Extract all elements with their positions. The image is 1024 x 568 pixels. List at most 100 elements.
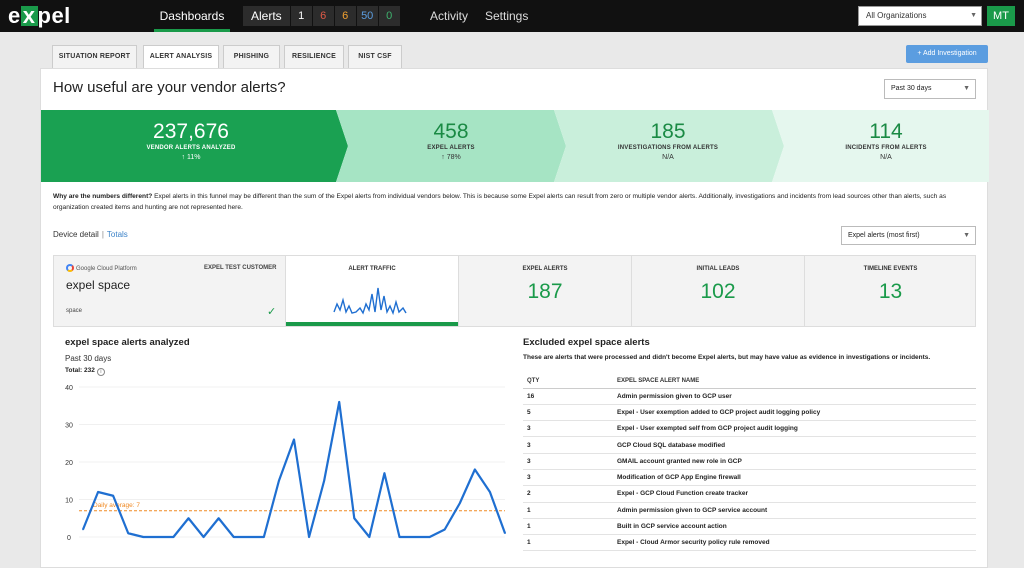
- tab-nist-csf[interactable]: NIST CSF: [348, 45, 402, 68]
- organization-select[interactable]: All Organizations ▼: [858, 6, 982, 26]
- tab-alert-analysis[interactable]: ALERT ANALYSIS: [143, 45, 219, 69]
- alert-funnel: 237,676 VENDOR ALERTS ANALYZED ↑ 11% 458…: [41, 110, 989, 182]
- alert-count-high[interactable]: 6: [312, 6, 335, 26]
- data-point[interactable]: [247, 536, 250, 538]
- initial-leads-stat: INITIAL LEADS 102: [631, 256, 804, 326]
- active-indicator: [286, 322, 458, 326]
- avatar[interactable]: MT: [987, 6, 1015, 26]
- tab-situation-report[interactable]: SITUATION REPORT: [52, 45, 137, 68]
- data-point[interactable]: [142, 536, 145, 538]
- check-icon: ✓: [267, 306, 277, 318]
- totals-link[interactable]: Totals: [106, 230, 128, 239]
- data-point[interactable]: [232, 536, 235, 538]
- table-row[interactable]: 3 Expel - User exempted self from GCP pro…: [523, 420, 976, 438]
- data-point[interactable]: [458, 502, 461, 505]
- table-row[interactable]: 1 Built in GCP service account action: [523, 518, 976, 536]
- table-row[interactable]: 1 Expel - Cloud Armor security policy rul…: [523, 534, 976, 552]
- funnel-expel-alerts[interactable]: 458 EXPEL ALERTS ↑ 78%: [361, 110, 541, 182]
- sort-select[interactable]: Expel alerts (most first) ▼: [841, 226, 976, 245]
- table-row[interactable]: 5 Expel - User exemption added to GCP pro…: [523, 404, 976, 422]
- data-point[interactable]: [504, 532, 506, 535]
- data-point[interactable]: [172, 536, 175, 538]
- table-row[interactable]: 16 Admin permission given to GCP user: [523, 388, 976, 405]
- chevron-down-icon: ▼: [970, 12, 977, 19]
- top-nav: expel Dashboards Alerts 1 6 6 50 0 Activ…: [0, 0, 1024, 32]
- data-point[interactable]: [112, 494, 114, 497]
- time-range-select[interactable]: Past 30 days ▼: [884, 79, 976, 99]
- data-point[interactable]: [202, 536, 205, 538]
- alert-count-low[interactable]: 50: [356, 6, 379, 26]
- row-alert-name: Expel - User exemption added to GCP proj…: [617, 404, 976, 422]
- data-point[interactable]: [82, 528, 84, 531]
- funnel-change: ↑ 11%: [181, 154, 201, 161]
- funnel-incidents[interactable]: 114 INCIDENTS FROM ALERTS N/A: [796, 110, 976, 182]
- y-tick-label: 20: [65, 460, 73, 467]
- device-card[interactable]: Google Cloud Platform EXPEL TEST CUSTOME…: [53, 255, 976, 327]
- row-qty: 3: [523, 453, 617, 470]
- data-point[interactable]: [353, 517, 356, 520]
- device-detail-link[interactable]: Device detail: [53, 230, 99, 239]
- column-alert-name[interactable]: EXPEL SPACE ALERT NAME: [617, 374, 976, 389]
- nav-dashboards[interactable]: Dashboards: [159, 9, 225, 23]
- data-point[interactable]: [428, 536, 431, 538]
- data-point[interactable]: [278, 479, 280, 482]
- tab-phishing[interactable]: PHISHING: [223, 45, 280, 68]
- nav-activity[interactable]: Activity: [430, 9, 469, 23]
- data-point[interactable]: [443, 528, 446, 531]
- data-point[interactable]: [338, 401, 341, 403]
- data-point[interactable]: [293, 438, 295, 441]
- table-row[interactable]: 3 GMAIL account granted new role in GCP: [523, 453, 976, 470]
- funnel-investigations[interactable]: 185 INVESTIGATIONS FROM ALERTS N/A: [578, 110, 758, 182]
- row-qty: 1: [523, 502, 617, 519]
- alert-traffic-label: ALERT TRAFFIC: [348, 266, 396, 272]
- chevron-down-icon: ▼: [963, 232, 970, 239]
- alert-count-critical[interactable]: 1: [290, 6, 313, 26]
- data-point[interactable]: [217, 517, 220, 520]
- data-point[interactable]: [157, 536, 160, 538]
- funnel-explanation: Why are the numbers different? Expel ale…: [53, 191, 978, 213]
- nav-alerts-label[interactable]: Alerts: [243, 6, 291, 26]
- info-icon[interactable]: i: [96, 368, 105, 376]
- alert-traffic[interactable]: ALERT TRAFFIC: [285, 256, 458, 326]
- funnel-label: INCIDENTS FROM ALERTS: [845, 145, 927, 151]
- alert-count-tuning[interactable]: 0: [378, 6, 401, 26]
- alert-count-medium[interactable]: 6: [334, 6, 357, 26]
- funnel-value: 237,676: [153, 120, 229, 143]
- nav-alerts[interactable]: Alerts 1 6 6 50 0: [243, 6, 401, 26]
- view-toggle: Device detail | Totals: [53, 230, 128, 239]
- data-point[interactable]: [97, 491, 99, 493]
- column-qty[interactable]: QTY: [523, 374, 617, 389]
- table-row[interactable]: 3 GCP Cloud SQL database modified: [523, 436, 976, 454]
- data-point[interactable]: [187, 517, 190, 520]
- row-qty: 1: [523, 518, 617, 536]
- alert-traffic-sparkline: [333, 287, 407, 316]
- funnel-label: INVESTIGATIONS FROM ALERTS: [617, 145, 719, 151]
- data-point[interactable]: [368, 536, 371, 538]
- data-point[interactable]: [474, 468, 476, 471]
- data-point[interactable]: [263, 536, 265, 538]
- expel-logo[interactable]: expel: [8, 3, 71, 28]
- add-investigation-button[interactable]: + Add Investigation: [906, 45, 988, 63]
- customer-name: EXPEL TEST CUSTOMER: [204, 265, 277, 271]
- table-row[interactable]: 1 Admin permission given to GCP service a…: [523, 502, 976, 519]
- data-point[interactable]: [383, 472, 386, 475]
- data-point[interactable]: [413, 536, 416, 538]
- row-alert-name: Expel - GCP Cloud Function create tracke…: [617, 485, 976, 503]
- y-tick-label: 40: [65, 385, 73, 392]
- data-point[interactable]: [323, 479, 325, 482]
- table-row[interactable]: 2 Expel - GCP Cloud Function create track…: [523, 485, 976, 503]
- page-title: How useful are your vendor alerts?: [53, 79, 286, 96]
- table-row[interactable]: 3 Modification of GCP App Engine firewall: [523, 469, 976, 487]
- nav-settings[interactable]: Settings: [485, 9, 529, 23]
- tab-resilience[interactable]: RESILIENCE: [284, 45, 344, 68]
- y-tick-label: 0: [67, 535, 71, 542]
- data-point[interactable]: [127, 532, 130, 535]
- vendor-name: Google Cloud Platform: [76, 266, 137, 272]
- chevron-down-icon: ▼: [963, 85, 970, 92]
- data-point[interactable]: [398, 536, 401, 538]
- data-point[interactable]: [308, 536, 310, 538]
- funnel-vendor-alerts[interactable]: 237,676 VENDOR ALERTS ANALYZED ↑ 11%: [101, 110, 281, 182]
- row-alert-name: Built in GCP service account action: [617, 518, 976, 536]
- row-alert-name: Expel - Cloud Armor security policy rule…: [617, 534, 976, 552]
- data-point[interactable]: [489, 491, 491, 493]
